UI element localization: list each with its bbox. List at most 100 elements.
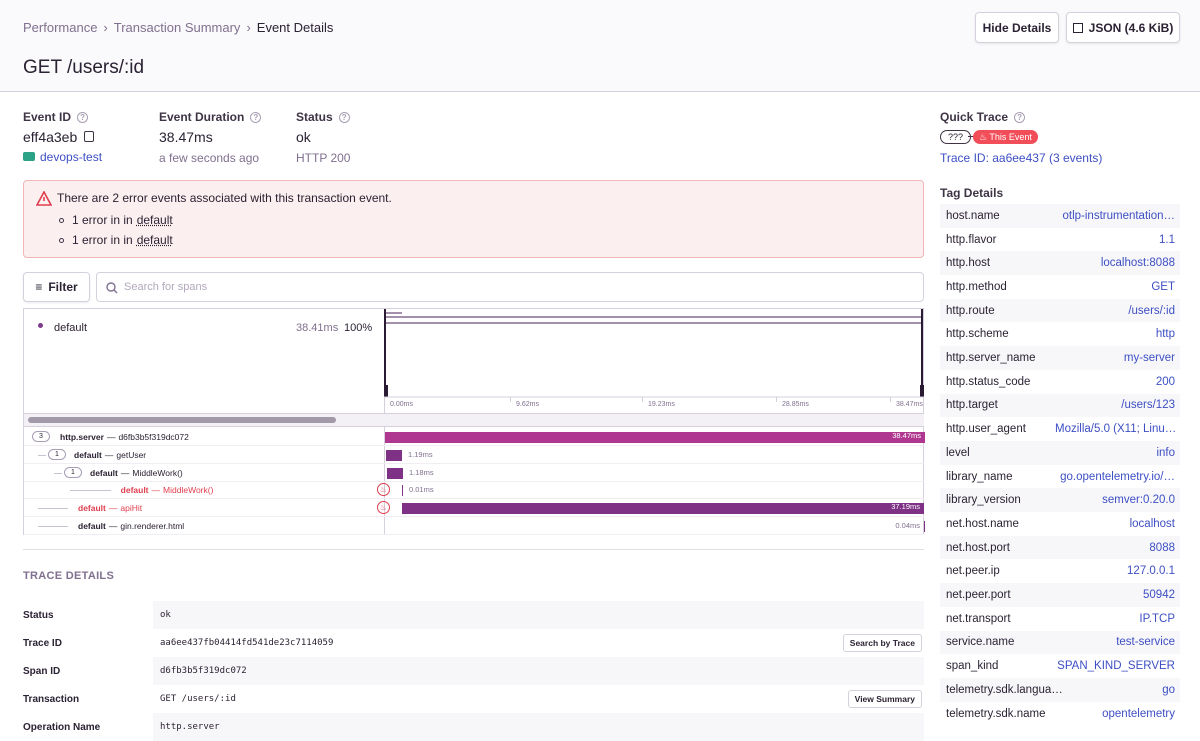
trace-link[interactable]: Trace ID: aa6ee437 (3 events) — [940, 151, 1103, 165]
breadcrumb[interactable]: Transaction Summary — [113, 20, 241, 35]
child-count[interactable]: 3 — [32, 431, 50, 442]
tag-key: host.name — [946, 209, 1000, 222]
tag-value[interactable]: /users/:id — [1128, 304, 1175, 317]
connector — [968, 136, 974, 137]
breadcrumbs: Performance › Transaction Summary › Event De… — [23, 20, 333, 35]
span-search[interactable]: Search for spans — [96, 272, 924, 302]
tag-value[interactable]: info — [1156, 446, 1175, 459]
span-separator: — — [104, 449, 114, 460]
scrollbar-track — [24, 413, 924, 427]
tag-value[interactable]: localhost — [1129, 517, 1175, 530]
tag-value[interactable]: 50942 — [1143, 589, 1175, 602]
tag-value[interactable]: otlp-instrumentation… — [1062, 209, 1176, 222]
filter-button[interactable]: ≡ Filter — [23, 272, 90, 302]
span-row[interactable]: default — gin.renderer.html 0.04ms — [24, 517, 925, 535]
span-row[interactable]: 1 default — getUser 1.19ms — [24, 446, 924, 464]
chevron: › — [103, 20, 108, 35]
tag-value[interactable]: go.opentelemetry.io/… — [1060, 470, 1175, 483]
detail-row: Operation Name http.server — [23, 713, 924, 741]
tag-value[interactable]: http — [1155, 328, 1175, 341]
quick-trace-label: Quick Trace? — [940, 110, 1026, 124]
header: Performance › Transaction Summary › Event De… — [0, 0, 1200, 92]
tag-value[interactable]: 127.0.0.1 — [1127, 565, 1175, 578]
detail-row: Status ok — [23, 601, 924, 629]
copy-icon[interactable] — [84, 131, 95, 142]
tag-value[interactable]: my-server — [1123, 352, 1175, 365]
detail-row: Trace ID aa6ee437fb04414fd541de23c7114059… — [23, 629, 924, 657]
span-desc: MiddleWork() — [163, 485, 214, 496]
tag-row: net.host.name localhost — [940, 512, 1180, 536]
tree-line — [38, 526, 68, 527]
detail-button[interactable]: Search by Trace — [842, 634, 922, 652]
detail-button[interactable]: View Summary — [847, 690, 922, 708]
detail-key: Trace ID — [23, 637, 62, 649]
project[interactable]: devops-test — [23, 150, 102, 164]
row-border — [24, 534, 924, 535]
tag-value[interactable]: GET — [1151, 280, 1175, 293]
json-label: JSON (4.6 KiB) — [1088, 20, 1174, 35]
tag-value[interactable]: Mozilla/5.0 (X11; Linu… — [1055, 423, 1175, 436]
filter-icon: ≡ — [35, 280, 43, 294]
duration-value: 38.47ms — [159, 129, 213, 145]
span-row[interactable]: default — MiddleWork() ♨ 0.01ms — [24, 481, 924, 500]
child-count[interactable]: 1 — [64, 466, 82, 478]
trace-details-heading: TRACE DETAILS — [23, 570, 115, 582]
span-label: default — apiHit — [78, 503, 142, 513]
row-border — [24, 462, 924, 464]
detail-key: Transaction — [23, 693, 80, 705]
scrollbar-thumb[interactable] — [28, 417, 336, 423]
tag-key: library_name — [946, 470, 1013, 483]
row-border — [24, 498, 924, 500]
this-event-label: This Event — [989, 132, 1032, 142]
span-row[interactable]: 3 http.server — d6fb3b5f319dc072 38.47ms — [24, 428, 925, 446]
tag-row: http.method GET — [940, 275, 1180, 299]
duration-label: Event Duration? — [159, 110, 262, 124]
minimap-tick-label: 28.85ms — [782, 401, 809, 408]
alert-link[interactable]: default — [136, 233, 173, 247]
span-duration: 1.19ms — [408, 449, 433, 459]
tag-value[interactable]: localhost:8088 — [1100, 257, 1175, 270]
tag-value[interactable]: go — [1162, 683, 1175, 696]
detail-key: Operation Name — [23, 721, 101, 733]
tag-value[interactable]: test-service — [1116, 636, 1175, 649]
error-icon[interactable]: ♨ — [377, 501, 390, 515]
alert-link[interactable]: default — [136, 213, 173, 227]
tag-row: http.host localhost:8088 — [940, 251, 1180, 276]
breadcrumb[interactable]: Performance — [23, 20, 98, 35]
hide-details-button[interactable]: Hide Details — [975, 12, 1059, 43]
tag-key: http.method — [946, 280, 1007, 293]
tag-value[interactable]: /users/123 — [1121, 399, 1175, 412]
tag-value[interactable]: 8088 — [1149, 541, 1175, 554]
tag-row: http.server_name my-server — [940, 346, 1180, 370]
error-icon[interactable]: ♨ — [377, 483, 390, 497]
tag-value[interactable]: IP.TCP — [1139, 612, 1175, 625]
span-desc: apiHit — [120, 503, 143, 514]
minimap-percent: 100% — [344, 322, 373, 334]
tag-value[interactable]: SPAN_KIND_SERVER — [1057, 660, 1175, 673]
page-title: GET /users/:id — [23, 57, 145, 78]
span-duration: 0.01ms — [409, 485, 434, 495]
tag-key: http.route — [946, 304, 995, 317]
span-row[interactable]: default — apiHit ♨ 37.19ms — [24, 499, 924, 518]
json-button[interactable]: JSON (4.6 KiB) — [1066, 12, 1180, 43]
event-id: eff4a3eb — [23, 129, 95, 145]
tag-value[interactable]: opentelemetry — [1102, 707, 1175, 720]
tag-value[interactable]: semver:0.20.0 — [1102, 494, 1175, 507]
tag-value[interactable]: 200 — [1155, 375, 1175, 388]
breadcrumb: Event Details — [256, 20, 334, 35]
project-link[interactable]: devops-test — [40, 150, 103, 164]
child-count[interactable]: 1 — [48, 448, 66, 460]
alert-text: 1 error in in — [72, 233, 133, 247]
tag-row: http.target/users/123 — [940, 393, 1180, 418]
unknown-node[interactable]: ??? — [940, 130, 972, 144]
span-separator: — — [106, 432, 116, 442]
span-row[interactable]: 1 default — MiddleWork() 1.18ms — [24, 464, 924, 482]
minimap-duration: 38.41ms — [296, 322, 339, 334]
this-event-node[interactable]: ♨ This Event — [973, 130, 1038, 144]
tag-key: span_kind — [946, 660, 999, 673]
minimap-op: default — [54, 322, 88, 334]
tag-value[interactable]: 1.1 — [1159, 233, 1175, 246]
span-desc: d6fb3b5f319dc072 — [118, 432, 189, 442]
tag-key: net.peer.ip — [946, 565, 1000, 578]
